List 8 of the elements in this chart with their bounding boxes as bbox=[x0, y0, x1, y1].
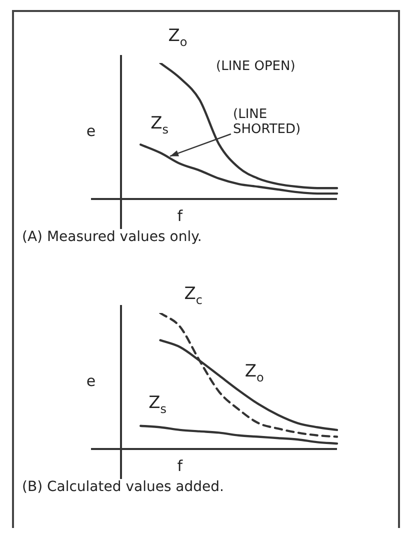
annotation: (LINE SHORTED) bbox=[233, 107, 301, 137]
x-axis-title: f bbox=[177, 457, 184, 475]
y-axis-title: e bbox=[86, 372, 96, 390]
text: (A) Measured values only. bbox=[22, 229, 202, 245]
x-axis-title: f bbox=[177, 207, 184, 225]
annotation: (LINE OPEN) bbox=[216, 59, 296, 74]
text: (B) Calculated values added. bbox=[22, 479, 224, 495]
y-axis-title: e bbox=[86, 122, 96, 140]
